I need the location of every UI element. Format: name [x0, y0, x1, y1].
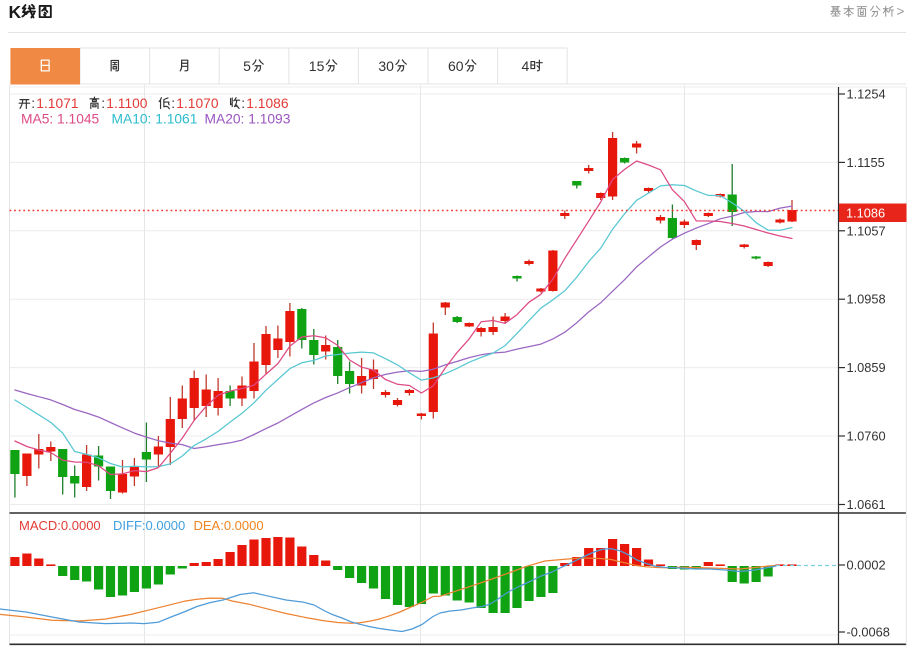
svg-text:15: 15: [309, 58, 325, 74]
svg-text:MACD:0.0000: MACD:0.0000: [19, 518, 101, 533]
svg-text:1.1254: 1.1254: [847, 87, 886, 102]
svg-text:1.0859: 1.0859: [847, 360, 886, 375]
svg-text::: :: [171, 96, 175, 111]
svg-text:DEA:0.0000: DEA:0.0000: [194, 518, 264, 533]
svg-text:DIFF:0.0000: DIFF:0.0000: [113, 518, 185, 533]
svg-text:30: 30: [378, 58, 394, 74]
svg-text:1.1071: 1.1071: [36, 96, 78, 111]
svg-text:1.1057: 1.1057: [847, 223, 886, 238]
svg-text:MA20: 1.1093: MA20: 1.1093: [205, 112, 291, 127]
svg-text:1.1070: 1.1070: [176, 96, 219, 111]
svg-text:1.1086: 1.1086: [246, 96, 289, 111]
svg-text:K: K: [9, 2, 22, 22]
svg-text:-0.0068: -0.0068: [847, 625, 890, 640]
svg-text:1.0760: 1.0760: [847, 429, 886, 444]
svg-text:1.1086: 1.1086: [846, 205, 885, 220]
svg-text:4: 4: [522, 58, 530, 74]
svg-text::: :: [101, 96, 105, 111]
svg-text:1.0661: 1.0661: [847, 497, 886, 512]
svg-text:1.0958: 1.0958: [847, 292, 886, 307]
svg-text:1.1155: 1.1155: [847, 155, 885, 170]
svg-text::: :: [31, 96, 35, 111]
svg-text:>: >: [897, 4, 905, 19]
svg-text:MA5: 1.1045: MA5: 1.1045: [21, 112, 100, 127]
svg-text:1.1100: 1.1100: [106, 96, 148, 111]
svg-text:5: 5: [243, 58, 251, 74]
svg-text:60: 60: [448, 58, 464, 74]
svg-text::: :: [241, 96, 245, 111]
svg-text:0.0002: 0.0002: [847, 558, 886, 573]
svg-text:MA10: 1.1061: MA10: 1.1061: [112, 112, 198, 127]
